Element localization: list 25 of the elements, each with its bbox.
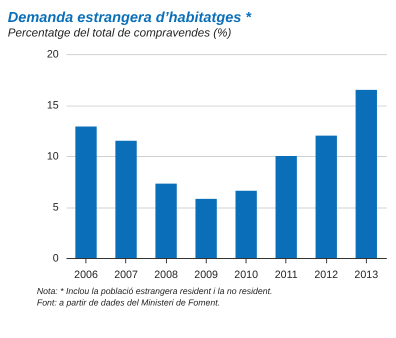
x-tick-label: 2013 [354, 268, 378, 281]
y-tick-label: 10 [46, 150, 59, 162]
x-tick-label: 2009 [194, 268, 218, 281]
bar [155, 184, 177, 258]
x-tick-label: 2011 [274, 268, 298, 281]
bar [195, 198, 217, 258]
text: Nota: * Inclou la població estrangera resident i la no resident. [36, 286, 272, 296]
bar [276, 156, 297, 258]
x-tick-label: 2006 [74, 268, 98, 281]
bar [316, 136, 337, 258]
bar [235, 190, 257, 258]
x-tick-label: 2008 [154, 268, 178, 281]
y-tick-label: 20 [46, 48, 59, 61]
x-tick-label: 2007 [114, 268, 138, 281]
chart-title: Demanda estrangera d’habitatges * [8, 10, 252, 26]
bar [356, 90, 377, 258]
text: Font: a partir de dades del Ministeri de Foment. [36, 298, 220, 308]
chart-subtitle: Percentatge del total de compravendes (%) [8, 26, 232, 40]
bar [115, 140, 137, 258]
x-tick-label: 2010 [234, 268, 258, 281]
y-tick-label: 15 [46, 100, 59, 112]
x-tick-label: 2012 [314, 268, 338, 281]
y-tick-label: 0 [52, 252, 59, 264]
y-tick-label: 5 [52, 201, 59, 214]
bar [75, 126, 97, 258]
